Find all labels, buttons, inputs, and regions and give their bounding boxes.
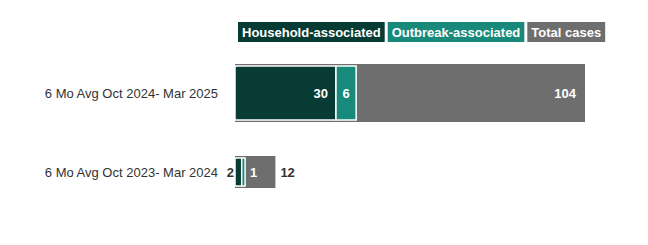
legend-label: Total cases bbox=[531, 25, 601, 40]
bar bbox=[336, 66, 356, 120]
data-label: 12 bbox=[280, 165, 294, 180]
chart: Household-associated Outbreak-associated T… bbox=[0, 0, 648, 245]
bar bbox=[235, 64, 585, 122]
data-labels: 104 30 6 12 2 1 bbox=[227, 86, 577, 180]
data-label: 6 bbox=[342, 86, 349, 101]
data-label: 2 bbox=[227, 165, 234, 180]
category-label: 6 Mo Avg Oct 2024- Mar 2025 bbox=[45, 86, 218, 101]
legend-label: Outbreak-associated bbox=[392, 25, 521, 40]
data-label: 104 bbox=[554, 86, 576, 101]
category-label: 6 Mo Avg Oct 2023- Mar 2024 bbox=[45, 165, 218, 180]
legend-swatch bbox=[238, 22, 385, 42]
bar bbox=[235, 156, 275, 188]
legend-swatch bbox=[388, 22, 525, 42]
legend-swatch bbox=[527, 22, 605, 42]
bar bbox=[235, 158, 242, 186]
bar bbox=[235, 66, 336, 120]
legend: Household-associated Outbreak-associated T… bbox=[238, 22, 605, 42]
bars bbox=[235, 64, 585, 188]
data-label: 1 bbox=[250, 165, 257, 180]
data-label: 30 bbox=[313, 86, 327, 101]
legend-label: Household-associated bbox=[242, 25, 381, 40]
bar bbox=[242, 158, 245, 186]
